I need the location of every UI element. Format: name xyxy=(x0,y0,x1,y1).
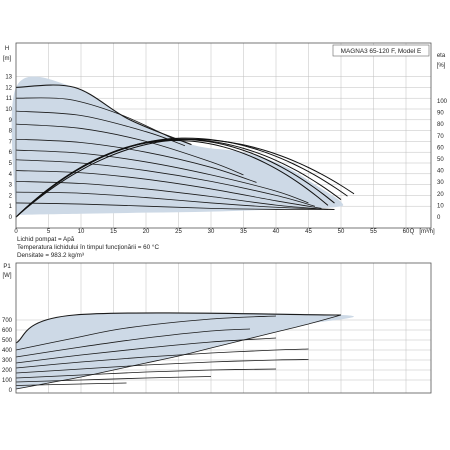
qh-axis-ticks: 0 5 10 15 20 25 30 35 40 45 50 55 600123456789101112… xyxy=(5,75,447,235)
y2-tick-label-1: 10 xyxy=(437,203,444,209)
x-tick-label-11: 55 xyxy=(370,229,377,235)
y-tick-label-8: 8 xyxy=(9,129,13,135)
y2-tick-label-2: 20 xyxy=(437,192,444,198)
power-curve-1 xyxy=(15,315,277,351)
power-chart-panel: 0 100 200 300 400 500 600 700 P1 [W] xyxy=(2,262,432,394)
efficiency-curve-3 xyxy=(15,137,348,218)
y-tick-label-0: 0 xyxy=(9,215,13,221)
y-tick-label-6: 6 xyxy=(9,150,13,156)
qh-curve-5 xyxy=(15,149,309,204)
qh-chart-frame xyxy=(15,42,432,229)
p1-tick-label-6: 600 xyxy=(2,328,13,334)
p1-tick-label-5: 500 xyxy=(2,338,13,344)
qh-curve-4 xyxy=(15,138,257,183)
y-axis-unit-p1: [W] xyxy=(3,273,12,279)
power-envelope-edge xyxy=(15,314,342,390)
y2-tick-label-8: 80 xyxy=(437,122,444,128)
efficiency-curves xyxy=(15,137,355,218)
qh-curve-3 xyxy=(15,123,244,176)
x-tick-label-7: 35 xyxy=(240,229,247,235)
y2-tick-label-0: 0 xyxy=(437,215,441,221)
chart-title: MAGNA3 65-120 F, Model E xyxy=(341,48,422,55)
info-liquid: Lichid pompat = Apă xyxy=(17,236,75,243)
qh-curve-1 xyxy=(15,97,173,139)
y-tick-label-1: 1 xyxy=(9,204,13,210)
x-tick-label-1: 5 xyxy=(47,229,51,235)
y-axis-label-p1: P1 xyxy=(3,264,11,270)
power-curve-5 xyxy=(15,359,309,374)
x-tick-label-2: 10 xyxy=(78,229,85,235)
y2-axis-unit-eta: [%] xyxy=(437,63,446,69)
y-tick-label-4: 4 xyxy=(9,172,13,178)
x-tick-label-5: 25 xyxy=(175,229,182,235)
y-tick-label-3: 3 xyxy=(9,183,13,189)
y-tick-label-9: 9 xyxy=(9,118,13,124)
x-tick-label-12: 60 xyxy=(403,229,410,235)
power-curve-2 xyxy=(15,328,251,358)
y-tick-label-13: 13 xyxy=(5,75,12,81)
p1-tick-label-7: 700 xyxy=(2,318,13,324)
power-curve-6 xyxy=(15,368,277,379)
power-axis-ticks: 0 100 200 300 400 500 600 700 xyxy=(2,318,13,394)
power-curve-8 xyxy=(15,382,127,386)
power-curve-7 xyxy=(15,376,212,383)
power-curves xyxy=(15,312,342,390)
y-tick-label-5: 5 xyxy=(9,161,13,167)
y-tick-label-11: 11 xyxy=(6,96,13,102)
power-curve-4 xyxy=(15,348,309,369)
info-temperature: Temperatura lichidului în timpul funcţio… xyxy=(17,243,159,251)
p1-tick-label-4: 400 xyxy=(2,348,13,354)
y2-tick-label-9: 90 xyxy=(437,111,444,117)
qh-chart-panel: 0 5 10 15 20 25 30 35 40 45 50 55 600123456789101112… xyxy=(3,42,448,259)
x-tick-label-6: 30 xyxy=(208,229,215,235)
efficiency-curve-4 xyxy=(15,138,355,218)
info-density: Densitate = 983.2 kg/m³ xyxy=(17,252,84,259)
qh-curve-10 xyxy=(15,202,335,210)
x-axis-label-q: Q xyxy=(410,229,415,235)
y2-tick-label-6: 60 xyxy=(437,145,444,151)
x-tick-label-4: 20 xyxy=(143,229,150,235)
power-chart-frame xyxy=(15,262,432,394)
power-operating-area xyxy=(16,312,354,389)
qh-envelope-area xyxy=(11,76,344,218)
x-tick-label-10: 50 xyxy=(338,229,345,235)
title-box xyxy=(332,44,430,57)
qh-operating-area xyxy=(11,76,344,218)
y-axis-label-h: H xyxy=(5,46,9,52)
qh-curve-6 xyxy=(15,159,316,207)
y-tick-label-7: 7 xyxy=(9,139,13,145)
y-tick-label-12: 12 xyxy=(5,85,12,91)
y2-tick-label-7: 70 xyxy=(437,134,444,140)
x-axis-unit-q: [m³/h] xyxy=(419,229,435,235)
p1-envelope-area xyxy=(16,312,354,389)
y2-tick-label-5: 50 xyxy=(437,157,444,163)
x-tick-label-0: 0 xyxy=(14,229,18,235)
p1-tick-label-3: 300 xyxy=(2,358,13,364)
y2-tick-label-3: 30 xyxy=(437,180,444,186)
qh-curve-8 xyxy=(15,180,329,210)
y-axis-unit-h: [m] xyxy=(3,56,12,62)
power-curve-3 xyxy=(15,337,277,364)
y-tick-label-2: 2 xyxy=(9,193,13,199)
x-tick-label-9: 45 xyxy=(305,229,312,235)
y2-tick-label-4: 40 xyxy=(437,169,444,175)
y-tick-label-10: 10 xyxy=(5,107,12,113)
qh-curve-9 xyxy=(15,191,335,210)
y2-tick-label-10: 100 xyxy=(437,99,448,105)
y2-axis-label-eta: eta xyxy=(437,53,446,59)
power-curve-0 xyxy=(15,312,342,344)
p1-tick-label-1: 100 xyxy=(2,378,13,384)
p1-tick-label-2: 200 xyxy=(2,368,13,374)
x-tick-label-3: 15 xyxy=(110,229,117,235)
p1-tick-label-0: 0 xyxy=(9,388,13,394)
x-tick-label-8: 40 xyxy=(273,229,280,235)
